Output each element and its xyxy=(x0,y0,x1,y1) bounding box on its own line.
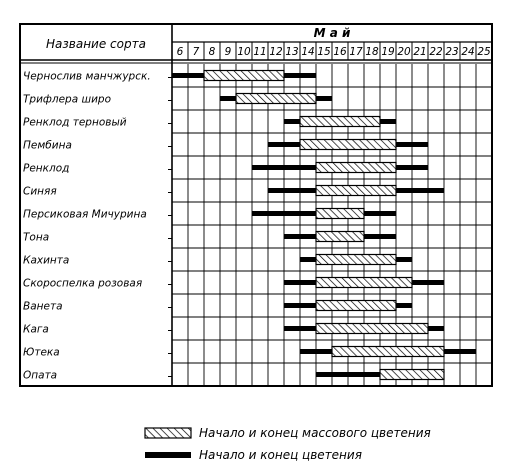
variety-label: Персиковая Мичурина xyxy=(23,209,147,221)
day-tick-label: 23 xyxy=(445,46,458,58)
day-tick-label: 6 xyxy=(177,46,184,58)
day-tick-label: 17 xyxy=(349,46,363,58)
day-tick-label: 13 xyxy=(285,46,298,58)
mass-bloom-bar xyxy=(316,301,396,311)
day-tick-label: 11 xyxy=(253,46,266,58)
day-tick-label: 9 xyxy=(225,46,232,58)
day-tick-label: 16 xyxy=(333,46,347,58)
mass-bloom-bar xyxy=(316,324,428,334)
mass-bloom-bar xyxy=(332,347,444,357)
mass-bloom-bar xyxy=(236,94,316,104)
day-tick-label: 18 xyxy=(365,46,379,58)
day-tick-label: 7 xyxy=(193,46,200,58)
mass-bloom-bar xyxy=(380,370,444,380)
variety-label: Тона xyxy=(23,232,49,244)
month-label: М а й xyxy=(314,26,351,40)
mass-bloom-bar xyxy=(300,140,396,150)
mass-bloom-bar xyxy=(316,278,412,288)
day-tick-label: 10 xyxy=(237,46,251,58)
legend-bloom-swatch xyxy=(145,452,191,458)
mass-bloom-bar xyxy=(316,163,396,173)
variety-label: Чернослив манчжурск. xyxy=(23,71,151,83)
mass-bloom-bar xyxy=(316,209,364,219)
mass-bloom-bar xyxy=(316,186,396,196)
mass-bloom-bar xyxy=(316,255,396,265)
day-tick-label: 8 xyxy=(209,46,216,58)
legend: Начало и конец массового цветения Начало … xyxy=(145,426,431,462)
variety-label: Ютека xyxy=(23,347,60,359)
mass-bloom-bar xyxy=(300,117,380,127)
day-tick-label: 15 xyxy=(317,46,331,58)
variety-label: Пембина xyxy=(23,140,72,152)
day-tick-label: 21 xyxy=(413,46,426,58)
day-tick-label: 14 xyxy=(301,46,314,58)
variety-label: Кага xyxy=(23,324,49,336)
day-tick-label: 24 xyxy=(461,46,474,58)
variety-label: Трифлера широ xyxy=(23,94,111,106)
variety-label: Синяя xyxy=(23,186,57,198)
day-tick-label: 22 xyxy=(429,46,443,58)
legend-mass-label: Начало и конец массового цветения xyxy=(199,426,431,440)
variety-label: Ренклод терновый xyxy=(23,117,127,129)
variety-label: Кахинта xyxy=(23,255,69,267)
day-tick-label: 12 xyxy=(269,46,283,58)
mass-bloom-bar xyxy=(316,232,364,242)
mass-bloom-bar xyxy=(204,71,284,81)
legend-mass-swatch xyxy=(145,428,191,438)
corner-header: Название сорта xyxy=(46,37,146,51)
day-tick-label: 20 xyxy=(397,46,411,58)
variety-label: Скороспелка розовая xyxy=(23,278,142,290)
variety-label: Ренклод xyxy=(23,163,69,175)
variety-label: Опата xyxy=(23,370,57,382)
day-tick-label: 25 xyxy=(477,46,491,58)
legend-bloom-label: Начало и конец цветения xyxy=(199,448,362,462)
variety-label: Ванета xyxy=(23,301,63,313)
day-tick-label: 19 xyxy=(381,46,395,58)
